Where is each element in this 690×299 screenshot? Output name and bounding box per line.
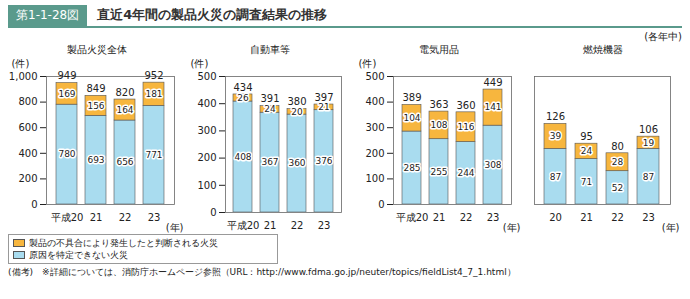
svg-text:600: 600	[18, 122, 37, 133]
svg-text:360: 360	[289, 158, 306, 168]
svg-text:367: 367	[262, 157, 279, 167]
svg-text:23: 23	[642, 212, 655, 223]
svg-text:169: 169	[58, 89, 75, 99]
svg-text:20: 20	[292, 107, 304, 117]
svg-text:693: 693	[87, 155, 104, 165]
svg-text:400: 400	[365, 96, 384, 107]
svg-text:(件): (件)	[191, 58, 209, 69]
svg-text:849: 849	[86, 83, 105, 94]
svg-text:(年): (年)	[662, 222, 680, 233]
svg-text:308: 308	[484, 160, 501, 170]
svg-text:0: 0	[210, 207, 216, 218]
svg-text:389: 389	[402, 92, 421, 103]
html-text:直近4年間の製品火災の調査結果の推移: 直近4年間の製品火災の調査結果の推移	[97, 7, 328, 22]
svg-text:平成20: 平成20	[227, 220, 260, 231]
svg-text:300: 300	[365, 122, 384, 133]
html-text:製品火災全体: 製品火災全体	[67, 44, 127, 55]
svg-text:平成20: 平成20	[395, 212, 428, 223]
svg-text:200: 200	[365, 148, 384, 159]
svg-text:949: 949	[57, 70, 76, 81]
svg-text:52: 52	[612, 183, 623, 193]
svg-text:0: 0	[378, 199, 384, 210]
svg-text:500: 500	[198, 71, 217, 82]
svg-text:285: 285	[403, 163, 420, 173]
svg-text:(件): (件)	[12, 58, 30, 69]
svg-text:23: 23	[486, 212, 499, 223]
svg-text:141: 141	[484, 102, 501, 112]
svg-text:300: 300	[198, 125, 217, 136]
svg-text:28: 28	[612, 157, 624, 167]
svg-text:21: 21	[432, 212, 445, 223]
html-text:燃焼機器: 燃焼機器	[583, 44, 623, 55]
svg-text:408: 408	[235, 152, 252, 162]
svg-text:24: 24	[581, 146, 593, 156]
svg-text:71: 71	[581, 177, 592, 187]
svg-text:0: 0	[31, 199, 37, 210]
html-text:第1-1-28図: 第1-1-28図	[16, 7, 80, 22]
svg-text:(件): (件)	[358, 58, 376, 69]
html-text:自動車等: 自動車等	[250, 44, 291, 55]
svg-text:39: 39	[550, 131, 562, 141]
svg-text:106: 106	[639, 124, 658, 135]
svg-text:(年): (年)	[166, 222, 184, 233]
svg-text:500: 500	[365, 71, 384, 82]
svg-text:126: 126	[546, 111, 565, 122]
svg-text:400: 400	[18, 148, 37, 159]
html-text:製品の不具合により発生したと判断される火災: 製品の不具合により発生したと判断される火災	[29, 237, 218, 248]
svg-text:771: 771	[145, 150, 162, 160]
svg-text:397: 397	[315, 92, 334, 103]
svg-text:22: 22	[459, 212, 472, 223]
svg-text:87: 87	[550, 172, 561, 182]
svg-text:108: 108	[430, 120, 447, 130]
svg-text:380: 380	[288, 96, 307, 107]
html-text:(備考) ※詳細については、消防庁ホームページ参照（URL：: (備考) ※詳細については、消防庁ホームページ参照（URL：http://www…	[8, 267, 516, 277]
svg-text:100: 100	[365, 173, 384, 184]
svg-text:244: 244	[457, 168, 474, 178]
svg-text:87: 87	[643, 172, 654, 182]
svg-text:23: 23	[318, 220, 331, 231]
svg-text:22: 22	[611, 212, 624, 223]
svg-text:100: 100	[198, 180, 217, 191]
svg-text:22: 22	[291, 220, 304, 231]
svg-text:376: 376	[316, 156, 333, 166]
svg-text:800: 800	[18, 96, 37, 107]
svg-text:20: 20	[549, 212, 562, 223]
svg-text:780: 780	[58, 149, 75, 159]
svg-text:23: 23	[148, 212, 161, 223]
svg-text:21: 21	[319, 102, 330, 112]
svg-text:21: 21	[90, 212, 103, 223]
svg-text:26: 26	[238, 93, 250, 103]
svg-text:116: 116	[457, 122, 474, 132]
svg-text:80: 80	[611, 141, 624, 152]
svg-text:820: 820	[115, 87, 134, 98]
svg-text:104: 104	[403, 113, 420, 123]
svg-text:656: 656	[116, 157, 133, 167]
svg-text:449: 449	[483, 77, 502, 88]
svg-text:391: 391	[261, 93, 280, 104]
svg-text:156: 156	[87, 101, 104, 111]
svg-text:360: 360	[456, 100, 475, 111]
svg-text:400: 400	[198, 98, 217, 109]
svg-text:22: 22	[119, 212, 132, 223]
svg-text:95: 95	[580, 131, 593, 142]
svg-text:200: 200	[198, 152, 217, 163]
svg-text:(年): (年)	[502, 222, 520, 233]
svg-text:434: 434	[234, 82, 253, 93]
html-text:(各年中): (各年中)	[644, 31, 682, 42]
svg-text:24: 24	[265, 104, 277, 114]
svg-text:363: 363	[429, 99, 448, 110]
svg-text:平成20: 平成20	[51, 212, 84, 223]
svg-text:200: 200	[18, 173, 37, 184]
svg-text:181: 181	[145, 89, 162, 99]
svg-text:21: 21	[264, 220, 277, 231]
svg-text:164: 164	[116, 105, 133, 115]
svg-text:255: 255	[430, 167, 447, 177]
svg-text:19: 19	[643, 138, 655, 148]
html-text:電気用品: 電気用品	[418, 44, 459, 55]
svg-text:1,000: 1,000	[9, 71, 38, 82]
svg-text:21: 21	[580, 212, 593, 223]
html-text:原因を特定できない火災: 原因を特定できない火災	[29, 249, 128, 260]
svg-text:952: 952	[144, 70, 163, 81]
